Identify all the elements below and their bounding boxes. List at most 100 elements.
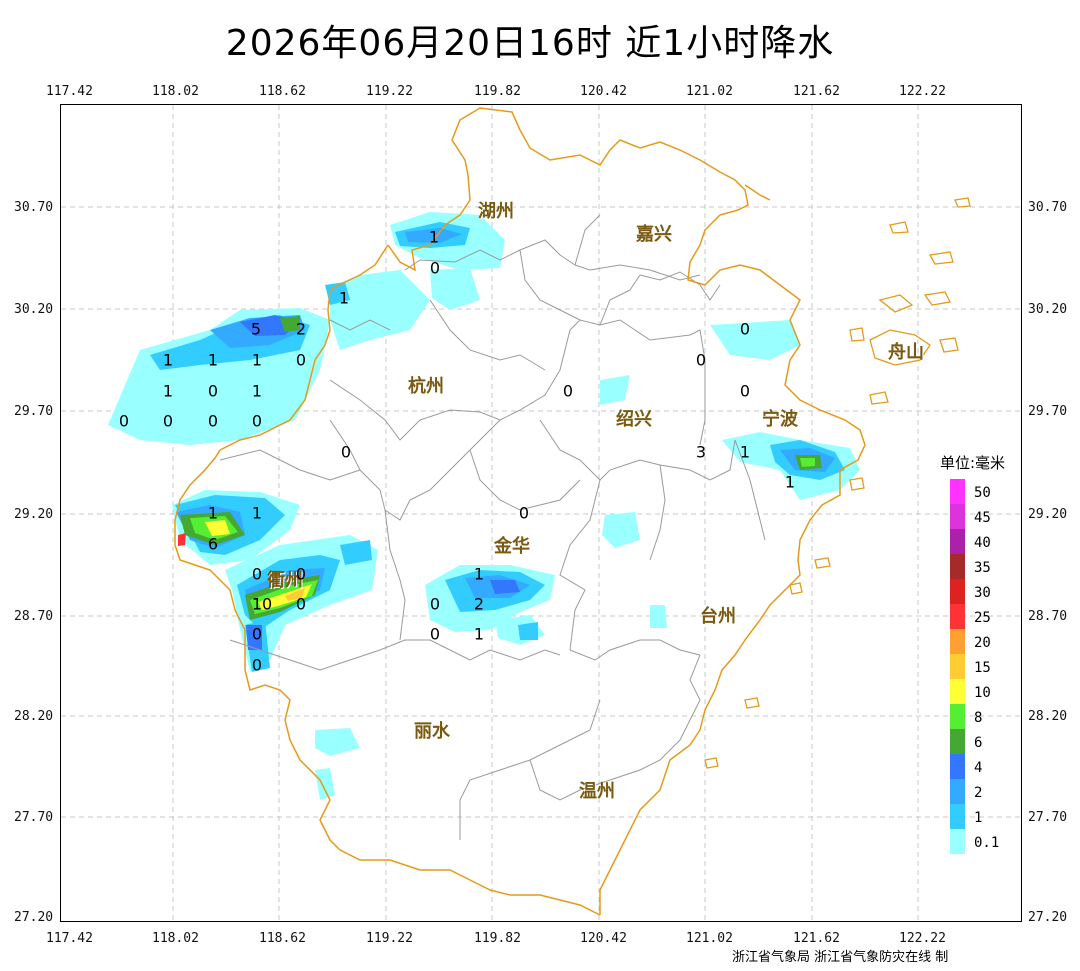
station-value: 1 [428,227,440,247]
left-lat-tick: 29.20 [14,507,54,522]
top-lon-tick: 121.62 [793,84,840,99]
right-lat-tick: 30.20 [1028,302,1068,317]
legend-item: 30 [940,579,1025,604]
city-label: 丽水 [414,721,450,742]
legend-swatch [950,654,965,679]
legend-label: 45 [974,510,991,526]
bottom-lon-tick: 120.42 [580,931,627,946]
legend-label: 10 [974,685,991,701]
legend-item: 40 [940,529,1025,554]
bottom-lon-tick: 122.22 [899,931,946,946]
bottom-lon-tick: 119.22 [366,931,413,946]
station-value: 0 [295,594,307,614]
station-value: 3 [695,442,707,462]
left-lat-tick: 27.20 [14,910,54,925]
legend-label: 2 [974,785,983,801]
legend-label: 35 [974,560,991,576]
legend-swatch [950,604,965,629]
station-value: 1 [207,350,219,370]
footer-credit: 浙江省气象局 浙江省气象防灾在线 制 [732,950,949,965]
top-lon-tick: 118.02 [152,84,199,99]
province-boundary [174,107,866,916]
station-value: 0 [562,381,574,401]
station-value: 10 [251,594,273,614]
left-lat-tick: 30.70 [14,200,54,215]
legend-item: 4 [940,754,1025,779]
legend-label: 15 [974,660,991,676]
left-lat-tick: 29.70 [14,404,54,419]
station-value: 0 [739,381,751,401]
bottom-lon-tick: 119.82 [474,931,521,946]
right-lat-tick: 30.70 [1028,200,1068,215]
precip-15mm [285,588,305,601]
station-value: 0 [295,564,307,584]
bottom-lon-tick: 121.62 [793,931,840,946]
legend-label: 50 [974,485,991,501]
station-value: 1 [162,350,174,370]
legend-label: 8 [974,710,983,726]
legend-swatch [950,629,965,654]
station-value: 0 [251,411,263,431]
legend-label: 30 [974,585,991,601]
legend-item: 25 [940,604,1025,629]
legend-item: 15 [940,654,1025,679]
legend-swatch [950,529,965,554]
islands [704,197,971,769]
legend-swatch [950,804,965,829]
legend-swatch [950,579,965,604]
station-value: 0 [162,411,174,431]
bottom-lon-tick: 121.02 [686,931,733,946]
city-label: 台州 [700,606,736,627]
right-lat-tick: 28.20 [1028,709,1068,724]
top-lon-tick: 119.82 [474,84,521,99]
legend-swatch [950,479,965,504]
station-value: 1 [251,381,263,401]
left-lat-tick: 30.20 [14,302,54,317]
station-value: 0 [251,624,263,644]
legend-item: 8 [940,704,1025,729]
station-value: 1 [338,288,350,308]
station-value: 1 [784,472,796,492]
station-value: 0 [207,411,219,431]
station-value: 0 [251,564,263,584]
legend-label: 25 [974,610,991,626]
legend-swatch [950,504,965,529]
right-lat-tick: 28.70 [1028,609,1068,624]
bottom-lon-tick: 117.42 [46,931,93,946]
station-value: 6 [207,534,219,554]
legend-label: 40 [974,535,991,551]
legend-swatch [950,554,965,579]
precip-legend: 单位:毫米 50 45 40 35 30 25 20 15 10 8 6 4 2 1 0.1 [940,452,1025,854]
legend-item: 2 [940,779,1025,804]
station-value: 0 [429,624,441,644]
station-value: 1 [251,503,263,523]
right-lat-tick: 27.20 [1028,910,1068,925]
top-lon-tick: 122.22 [899,84,946,99]
bottom-lon-tick: 118.62 [259,931,306,946]
station-value: 1 [473,624,485,644]
left-lat-tick: 28.20 [14,709,54,724]
legend-swatch [950,829,965,854]
station-value: 0 [118,411,130,431]
station-value: 0 [695,350,707,370]
county-boundaries [219,214,766,840]
legend-item: 1 [940,804,1025,829]
station-value: 5 [250,319,262,339]
station-value: 0 [429,594,441,614]
station-value: 0 [518,503,530,523]
legend-swatch [950,754,965,779]
station-value: 2 [473,594,485,614]
station-value: 0 [429,258,441,278]
city-label: 金华 [494,536,530,557]
city-label: 衢州 [267,570,303,591]
station-value: 0 [739,319,751,339]
city-label: 舟山 [888,342,924,363]
legend-swatch [950,729,965,754]
legend-label: 0.1 [974,835,1000,851]
station-value: 0 [207,381,219,401]
legend-title: 单位:毫米 [940,454,1006,472]
station-value: 1 [739,442,751,462]
city-label: 杭州 [408,376,444,397]
left-lat-tick: 28.70 [14,609,54,624]
